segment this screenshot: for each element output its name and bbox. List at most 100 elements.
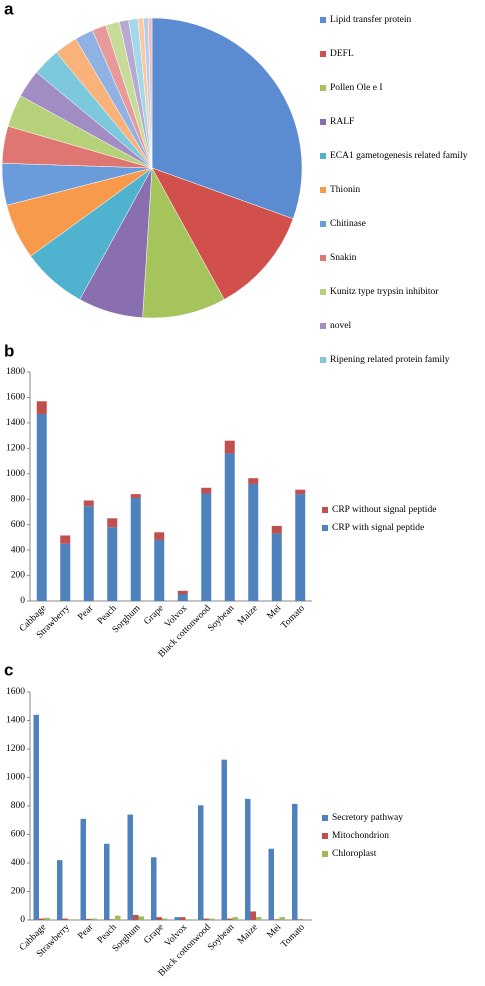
- legend-swatch: [320, 187, 326, 193]
- legend-label: Kunitz type trypsin inhibitor: [330, 287, 439, 297]
- bar-segment: [36, 413, 47, 601]
- bar-segment: [248, 483, 259, 601]
- x-tick-label: Soybean: [206, 603, 236, 633]
- y-tick-label: 1400: [6, 716, 25, 726]
- bar: [39, 918, 45, 920]
- bar: [86, 918, 92, 920]
- bar: [185, 919, 191, 920]
- x-tick-label: Tomato: [279, 922, 307, 950]
- bar: [209, 918, 215, 920]
- legend-label: Chloroplast: [332, 849, 377, 859]
- bar-segment: [107, 527, 118, 601]
- y-tick-label: 800: [11, 494, 26, 504]
- legend-swatch: [320, 153, 326, 159]
- bar-segment: [107, 518, 118, 528]
- legend-swatch: [320, 357, 326, 363]
- pie-slice: [151, 167, 294, 300]
- x-tick-label: Maize: [236, 923, 260, 947]
- legend-label: Lipid transfer protein: [330, 14, 412, 25]
- bar-segment: [60, 543, 71, 601]
- legend-label: Mitochondrion: [332, 831, 389, 841]
- pie-slice: [147, 17, 153, 169]
- legend-swatch: [320, 51, 326, 57]
- x-tick-label: Soybean: [206, 922, 236, 952]
- legend-swatch: [322, 833, 328, 839]
- bar: [62, 918, 68, 920]
- legend-swatch: [320, 119, 326, 125]
- bar: [174, 917, 180, 920]
- x-tick-label: Pear: [76, 922, 96, 942]
- y-tick-label: 1800: [6, 367, 25, 377]
- legend-swatch: [320, 85, 326, 91]
- bar-segment: [154, 539, 165, 601]
- legend-swatch: [322, 815, 328, 821]
- y-tick-label: 400: [11, 858, 26, 868]
- bar: [268, 848, 274, 920]
- x-tick-label: Pear: [76, 603, 96, 623]
- bar: [250, 911, 256, 920]
- bar-segment: [201, 487, 212, 494]
- bar: [68, 919, 74, 920]
- panel-label: a: [4, 0, 14, 18]
- bar-segment: [177, 594, 188, 601]
- bar: [104, 843, 110, 920]
- bar: [127, 814, 133, 920]
- bar: [91, 918, 97, 920]
- bar-segment: [271, 525, 282, 534]
- bar: [221, 759, 227, 920]
- bar: [232, 917, 238, 920]
- y-tick-label: 1200: [6, 744, 25, 754]
- bar: [109, 919, 115, 920]
- bar: [303, 919, 309, 920]
- bar-segment: [295, 489, 306, 495]
- bar-segment: [36, 401, 47, 414]
- bar-segment: [295, 494, 306, 601]
- bar: [180, 917, 186, 920]
- bar: [292, 803, 298, 920]
- panel-label: b: [4, 341, 14, 360]
- bar-segment: [177, 590, 188, 595]
- bar: [256, 917, 262, 920]
- legend-label: RALF: [330, 117, 354, 127]
- bar: [138, 916, 144, 920]
- y-tick-label: 1000: [6, 773, 25, 783]
- legend-label: CRP without signal peptide: [332, 505, 436, 515]
- bar: [274, 919, 280, 920]
- y-tick-label: 1400: [6, 418, 25, 428]
- panel-label: c: [4, 660, 13, 679]
- legend-label: Secretory pathway: [332, 813, 403, 823]
- legend-swatch: [320, 17, 326, 23]
- bar-segment: [83, 500, 94, 507]
- y-tick-label: 1200: [6, 444, 25, 454]
- legend-label: novel: [330, 321, 351, 331]
- bar: [198, 805, 204, 920]
- bar: [33, 714, 39, 920]
- bar: [227, 918, 233, 920]
- y-tick-label: 1000: [6, 469, 25, 479]
- legend-label: Chitinase: [330, 219, 366, 229]
- y-tick-label: 1600: [6, 687, 25, 697]
- legend-swatch: [320, 289, 326, 295]
- bar: [44, 917, 50, 920]
- x-tick-label: Tomato: [279, 603, 307, 631]
- y-tick-label: 200: [11, 571, 26, 581]
- bar: [57, 860, 63, 920]
- bar: [151, 857, 157, 920]
- bar: [245, 798, 251, 920]
- pie-slice: [142, 167, 225, 319]
- y-tick-label: 600: [11, 520, 26, 530]
- legend-swatch: [322, 507, 328, 513]
- legend-label: Snakin: [330, 253, 357, 263]
- bar-segment: [60, 535, 71, 544]
- y-tick-label: 0: [20, 915, 25, 925]
- bar-segment: [130, 494, 141, 498]
- bar: [80, 818, 86, 920]
- y-tick-label: 400: [11, 545, 26, 555]
- legend-label: Thionin: [330, 185, 360, 195]
- bar-segment: [130, 497, 141, 601]
- bar: [279, 917, 285, 920]
- bar-segment: [271, 533, 282, 601]
- y-tick-label: 0: [20, 596, 25, 606]
- legend-swatch: [320, 255, 326, 261]
